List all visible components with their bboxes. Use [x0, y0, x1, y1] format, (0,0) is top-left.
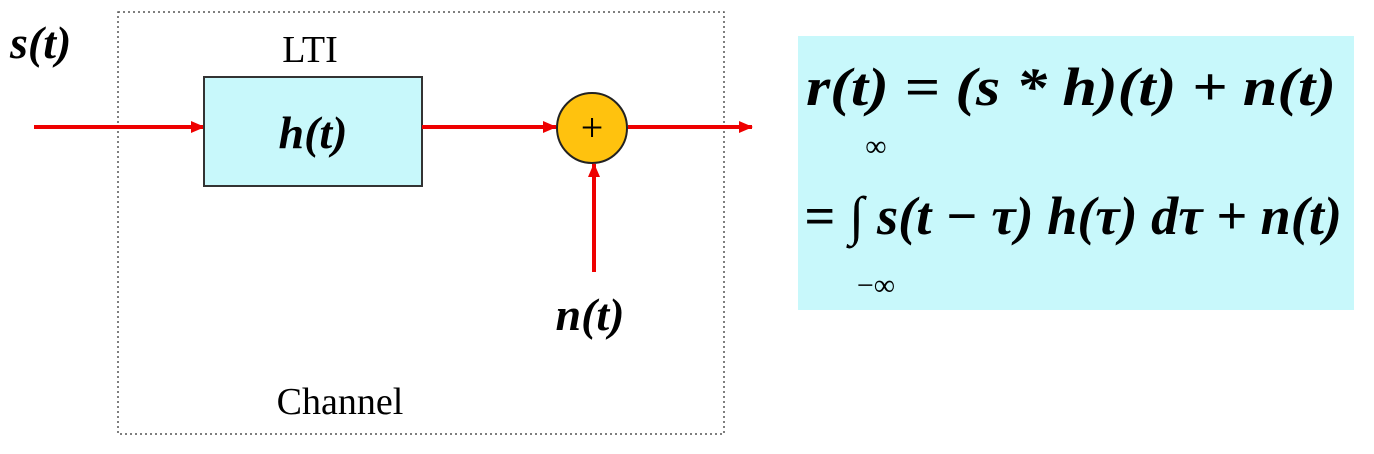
lti-title: LTI	[282, 29, 338, 71]
input-signal-label: s(t)	[9, 17, 71, 68]
channel-label: Channel	[277, 381, 404, 423]
impulse-response-label: h(t)	[279, 107, 348, 158]
equation-line-2: = ∫ s(t − τ) h(τ) dτ + n(t)	[804, 186, 1342, 249]
integral-upper-limit: ∞	[865, 130, 886, 163]
channel-boundary	[117, 11, 725, 435]
equation-line-1: r(t) = (s * h)(t) + n(t)	[806, 57, 1336, 117]
integral-lower-limit: −∞	[857, 269, 895, 302]
equation-box	[798, 36, 1354, 310]
lti-block	[203, 76, 423, 187]
adder-plus-icon: +	[581, 105, 604, 150]
noise-label: n(t)	[556, 289, 625, 340]
